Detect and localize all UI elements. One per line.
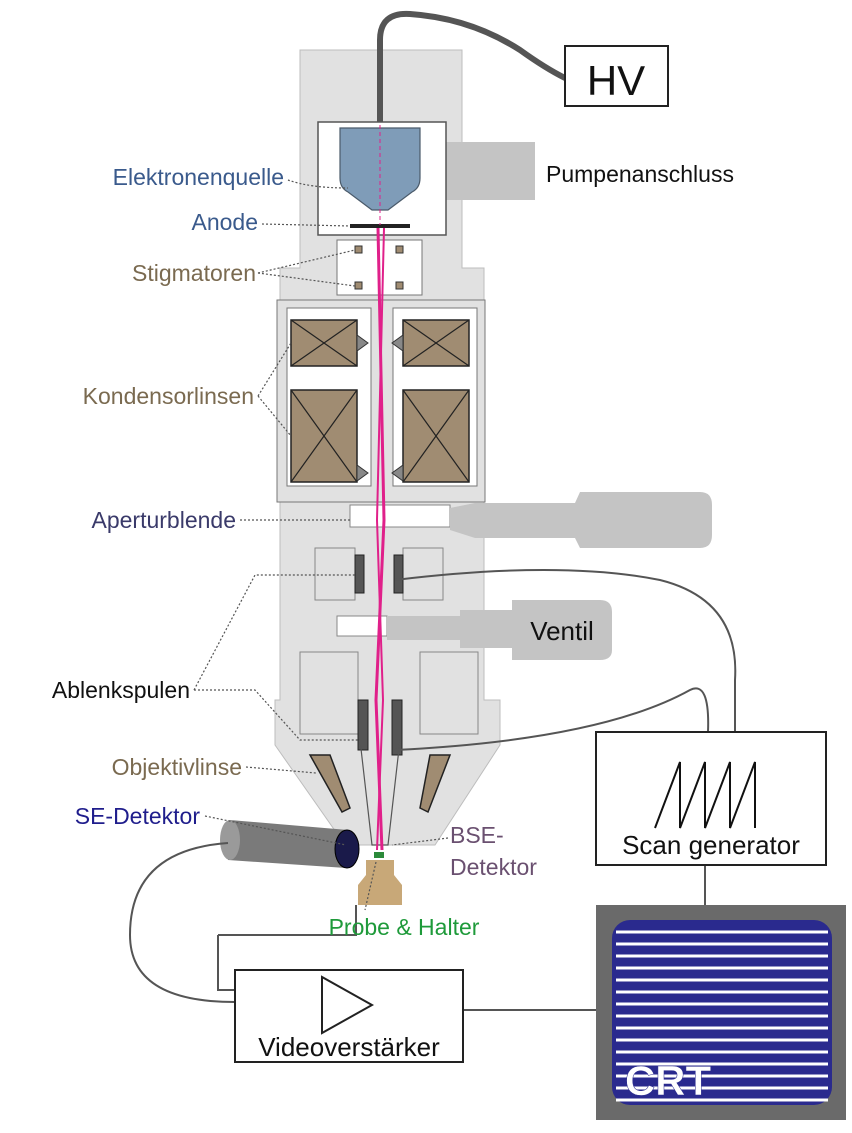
bse-label-line1: BSE- — [450, 822, 504, 848]
se-detector-label: SE-Detektor — [75, 803, 201, 829]
signal-wires — [128, 569, 737, 1011]
video-amplifier-label: Videoverstärker — [258, 1032, 440, 1062]
bse-label-line2: Detektor — [450, 854, 537, 880]
hv-cable — [377, 10, 568, 128]
electron-beam — [374, 125, 386, 851]
coil-icon — [290, 319, 358, 367]
anode-label: Anode — [191, 209, 258, 235]
coil-icon — [402, 319, 470, 367]
deflection-region — [314, 547, 444, 601]
gun-chamber — [317, 121, 447, 236]
crt-label: CRT — [625, 1057, 712, 1104]
valve-label: Ventil — [530, 616, 594, 646]
hv-label: HV — [587, 57, 645, 104]
condenser-label: Kondensorlinsen — [83, 383, 254, 409]
sample-label: Probe & Halter — [329, 914, 480, 940]
stigmators-label: Stigmatoren — [132, 260, 256, 286]
coil-icon — [290, 389, 358, 483]
aperture-mechanism — [349, 492, 712, 548]
deflection-label: Ablenkspulen — [52, 677, 190, 703]
source-label: Elektronenquelle — [113, 164, 284, 190]
se-detector — [220, 820, 360, 869]
scan-generator-label: Scan generator — [622, 830, 800, 860]
crt-monitor: CRT — [596, 905, 846, 1120]
leader-lines — [193, 179, 449, 911]
pump-port — [445, 142, 535, 200]
sample-holder — [358, 852, 402, 905]
crt-scanlines — [616, 930, 828, 1102]
scan-generator: Scan generator — [595, 731, 827, 866]
objective-lens — [299, 651, 479, 846]
coil-icon — [402, 389, 470, 483]
valve: Ventil — [336, 600, 612, 660]
sawtooth-icon — [654, 761, 756, 829]
video-amplifier: Videoverstärker — [234, 969, 464, 1063]
hv-box: HV — [564, 45, 669, 107]
objective-label: Objektivlinse — [112, 754, 242, 780]
pump-label: Pumpenanschluss — [546, 161, 734, 187]
amplifier-icon — [321, 975, 375, 1035]
aperture-label: Aperturblende — [92, 507, 237, 533]
labels: Elektronenquelle Pumpenanschluss Anode S… — [52, 161, 734, 940]
